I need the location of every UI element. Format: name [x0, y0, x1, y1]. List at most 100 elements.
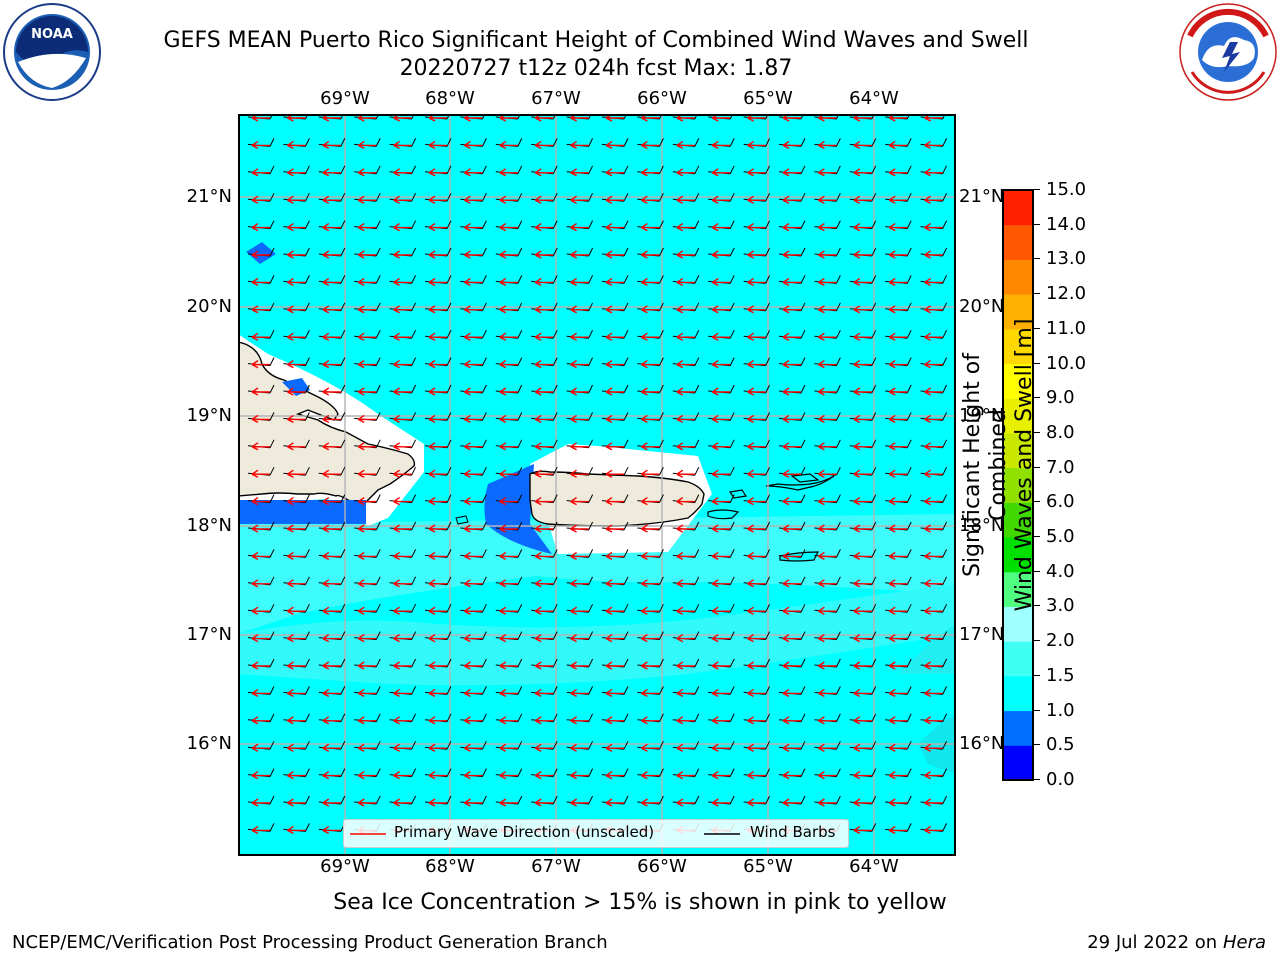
wave-arrow: [251, 579, 270, 588]
wave-arrow: [782, 442, 801, 451]
mona-island: [455, 515, 469, 525]
wave-arrow: [287, 469, 306, 478]
virgin-islands: [790, 473, 820, 483]
wave-arrow: [747, 743, 766, 752]
wave-arrow: [464, 277, 483, 287]
wave-arrow: [888, 332, 908, 341]
wave-arrow: [287, 195, 306, 204]
wave-arrow: [782, 634, 801, 643]
wave-arrow: [251, 277, 270, 287]
wave-arrow: [818, 442, 837, 451]
wave-arrow: [570, 414, 589, 424]
wave-arrow: [747, 524, 766, 533]
colorbar-segment: [1003, 537, 1033, 573]
wave-arrow: [853, 442, 872, 451]
wave-arrow: [499, 195, 518, 204]
colorbar-tick-label: 1.0: [1046, 699, 1075, 721]
noaa-logo: NOAA: [3, 3, 101, 101]
wave-arrow: [357, 551, 377, 561]
legend-barb-swatch: [704, 833, 740, 835]
wave-arrow: [534, 223, 554, 232]
wave-arrow: [322, 497, 341, 506]
wave-arrow: [888, 524, 908, 533]
wave-arrow: [888, 442, 908, 451]
wave-arrow: [747, 634, 766, 643]
wave-arrow: [924, 661, 943, 670]
wave-arrow: [641, 469, 660, 478]
wave-arrow: [428, 634, 447, 643]
wave-arrow: [641, 798, 660, 807]
wave-arrow: [287, 825, 306, 835]
wave-height-map: [238, 114, 956, 856]
wave-arrow: [357, 688, 377, 698]
wave-arrow: [924, 332, 943, 341]
wave-arrow: [287, 332, 306, 341]
colorbar-tick-label: 9.0: [1046, 387, 1075, 409]
wave-arrow: [534, 360, 554, 369]
colorbar-tick-label: 8.0: [1046, 421, 1075, 443]
wave-arrow: [570, 716, 589, 725]
wave-arrow: [747, 551, 766, 561]
wave-arrow: [464, 771, 483, 780]
wave-arrow: [499, 661, 518, 670]
wave-arrow: [641, 771, 660, 780]
lon-tick-top: 66°W: [637, 88, 687, 109]
wave-arrow: [676, 716, 695, 725]
wave-arrow: [393, 798, 412, 807]
wave-arrow: [322, 140, 341, 150]
wave-arrow: [251, 688, 270, 698]
wave-arrow: [711, 387, 731, 396]
wave-arrow: [711, 360, 731, 369]
wave-arrow: [393, 277, 412, 287]
wave-arrow: [499, 250, 518, 259]
wave-arrow: [570, 195, 589, 204]
lat-tick-right: 20°N: [959, 296, 1005, 317]
wave-arrow: [393, 250, 412, 259]
chart-title: GEFS MEAN Puerto Rico Significant Height…: [163, 28, 1029, 53]
wave-arrow: [641, 716, 660, 725]
wave-arrow: [924, 168, 943, 177]
wave-arrow: [287, 579, 306, 588]
wave-arrow: [322, 387, 341, 396]
wave-arrow: [782, 743, 801, 752]
wave-arrow: [641, 634, 660, 643]
wave-arrow: [888, 825, 908, 835]
wave-arrow: [782, 606, 801, 615]
wave-arrow: [711, 798, 731, 807]
wave-arrow: [711, 579, 731, 588]
wave-arrow: [357, 305, 377, 314]
wave-arrow: [251, 716, 270, 725]
wave-arrow: [676, 469, 695, 478]
wave-arrow: [711, 442, 731, 451]
wave-arrow: [428, 277, 447, 287]
wave-arrow: [711, 606, 731, 615]
wave-arrow: [924, 223, 943, 232]
wave-arrow: [357, 223, 377, 232]
wave-arrow: [641, 360, 660, 369]
colorbar-tick-label: 3.0: [1046, 595, 1075, 617]
wave-arrow: [711, 168, 731, 177]
wave-arrow: [570, 387, 589, 396]
wave-arrow: [641, 305, 660, 314]
wave-arrow: [605, 168, 624, 177]
wave-arrow: [641, 661, 660, 670]
wave-arrow: [676, 524, 695, 533]
wave-arrow: [322, 743, 341, 752]
lat-tick-left: 19°N: [186, 405, 232, 426]
lon-tick-top: 65°W: [743, 88, 793, 109]
wave-arrow: [676, 250, 695, 259]
colorbar-title-line2: Wind Waves and Swell [m]: [1012, 318, 1037, 612]
wave-arrow: [605, 442, 624, 451]
wave-arrow: [747, 771, 766, 780]
wave-arrow: [605, 661, 624, 670]
wave-arrow: [888, 771, 908, 780]
wave-arrow: [782, 469, 801, 478]
wave-arrow: [287, 716, 306, 725]
wave-arrow: [605, 223, 624, 232]
colorbar-tick-label: 10.0: [1046, 352, 1087, 374]
wave-arrow: [464, 497, 483, 506]
wave-arrow: [924, 442, 943, 451]
wave-arrow: [393, 634, 412, 643]
noaa-logo-text: NOAA: [31, 27, 73, 42]
colorbar-tick-label: 6.0: [1046, 491, 1075, 513]
